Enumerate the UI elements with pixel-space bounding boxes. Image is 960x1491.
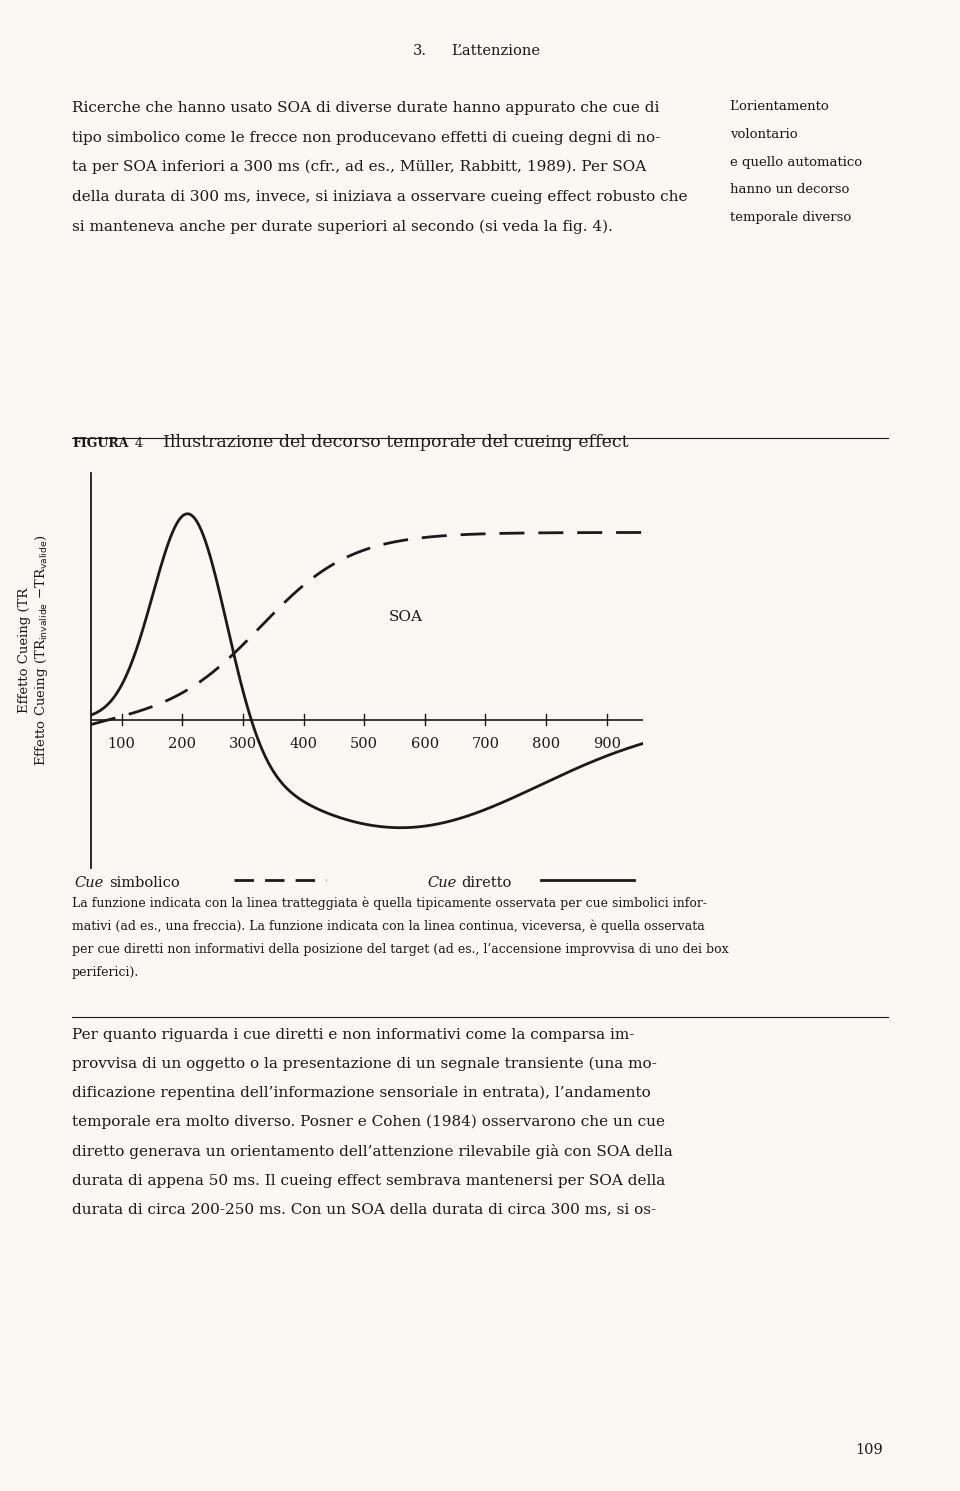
Text: simbolico: simbolico	[109, 877, 180, 890]
Text: della durata di 300 ms, invece, si iniziava a osservare cueing effect robusto ch: della durata di 300 ms, invece, si inizi…	[72, 191, 687, 204]
Text: 500: 500	[350, 737, 378, 751]
Text: 800: 800	[532, 737, 561, 751]
Text: 109: 109	[855, 1443, 883, 1457]
Text: L’orientamento: L’orientamento	[730, 100, 829, 113]
Text: L’attenzione: L’attenzione	[451, 45, 540, 58]
Text: 4: 4	[134, 437, 142, 450]
Text: per cue diretti non informativi della posizione del target (ad es., l’accensione: per cue diretti non informativi della po…	[72, 942, 729, 956]
Text: temporale diverso: temporale diverso	[730, 210, 851, 224]
Text: temporale era molto diverso. Posner e Cohen (1984) osservarono che un cue: temporale era molto diverso. Posner e Co…	[72, 1115, 665, 1130]
Text: dificazione repentina dell’informazione sensoriale in entrata), l’andamento: dificazione repentina dell’informazione …	[72, 1085, 651, 1100]
Text: La funzione indicata con la linea tratteggiata è quella tipicamente osservata pe: La funzione indicata con la linea tratte…	[72, 896, 707, 910]
Text: tipo simbolico come le frecce non producevano effetti di cueing degni di no-: tipo simbolico come le frecce non produc…	[72, 131, 660, 145]
Text: e quello automatico: e quello automatico	[730, 155, 862, 168]
Text: diretto generava un orientamento dell’attenzione rilevabile già con SOA della: diretto generava un orientamento dell’at…	[72, 1144, 673, 1159]
Text: Effetto Cueing (TR$_{\mathrm{invalide}}$ −TR$_{\mathrm{valide}}$): Effetto Cueing (TR$_{\mathrm{invalide}}$…	[33, 535, 50, 766]
Text: 900: 900	[593, 737, 621, 751]
Text: hanno un decorso: hanno un decorso	[730, 183, 849, 197]
Text: 600: 600	[411, 737, 439, 751]
Text: 300: 300	[228, 737, 257, 751]
Text: Cue: Cue	[75, 877, 104, 890]
Text: provvisa di un oggetto o la presentazione di un segnale transiente (una mo-: provvisa di un oggetto o la presentazion…	[72, 1057, 657, 1072]
Text: 200: 200	[168, 737, 196, 751]
Text: mativi (ad es., una freccia). La funzione indicata con la linea continua, viceve: mativi (ad es., una freccia). La funzion…	[72, 918, 705, 933]
Text: durata di appena 50 ms. Il cueing effect sembrava mantenersi per SOA della: durata di appena 50 ms. Il cueing effect…	[72, 1173, 665, 1188]
Text: Illustrazione del decorso temporale del cueing effect: Illustrazione del decorso temporale del …	[163, 434, 629, 452]
Text: Cue: Cue	[427, 877, 456, 890]
Text: SOA: SOA	[389, 610, 422, 623]
Text: periferici).: periferici).	[72, 966, 139, 980]
Text: 3.: 3.	[413, 45, 427, 58]
Text: 400: 400	[290, 737, 318, 751]
Text: 100: 100	[108, 737, 135, 751]
Text: Ricerche che hanno usato SOA di diverse durate hanno appurato che cue di: Ricerche che hanno usato SOA di diverse …	[72, 101, 660, 115]
Text: durata di circa 200-250 ms. Con un SOA della durata di circa 300 ms, si os-: durata di circa 200-250 ms. Con un SOA d…	[72, 1203, 656, 1217]
Text: volontario: volontario	[730, 128, 797, 142]
Text: Per quanto riguarda i cue diretti e non informativi come la comparsa im-: Per quanto riguarda i cue diretti e non …	[72, 1029, 635, 1042]
Text: FIGURA: FIGURA	[72, 437, 129, 450]
Text: Effetto Cueing (TR: Effetto Cueing (TR	[18, 587, 32, 713]
Text: 700: 700	[471, 737, 499, 751]
Text: diretto: diretto	[461, 877, 511, 890]
Text: ta per SOA inferiori a 300 ms (cfr., ad es., Müller, Rabbitt, 1989). Per SOA: ta per SOA inferiori a 300 ms (cfr., ad …	[72, 160, 646, 174]
Text: si manteneva anche per durate superiori al secondo (si veda la fig. 4).: si manteneva anche per durate superiori …	[72, 219, 612, 234]
